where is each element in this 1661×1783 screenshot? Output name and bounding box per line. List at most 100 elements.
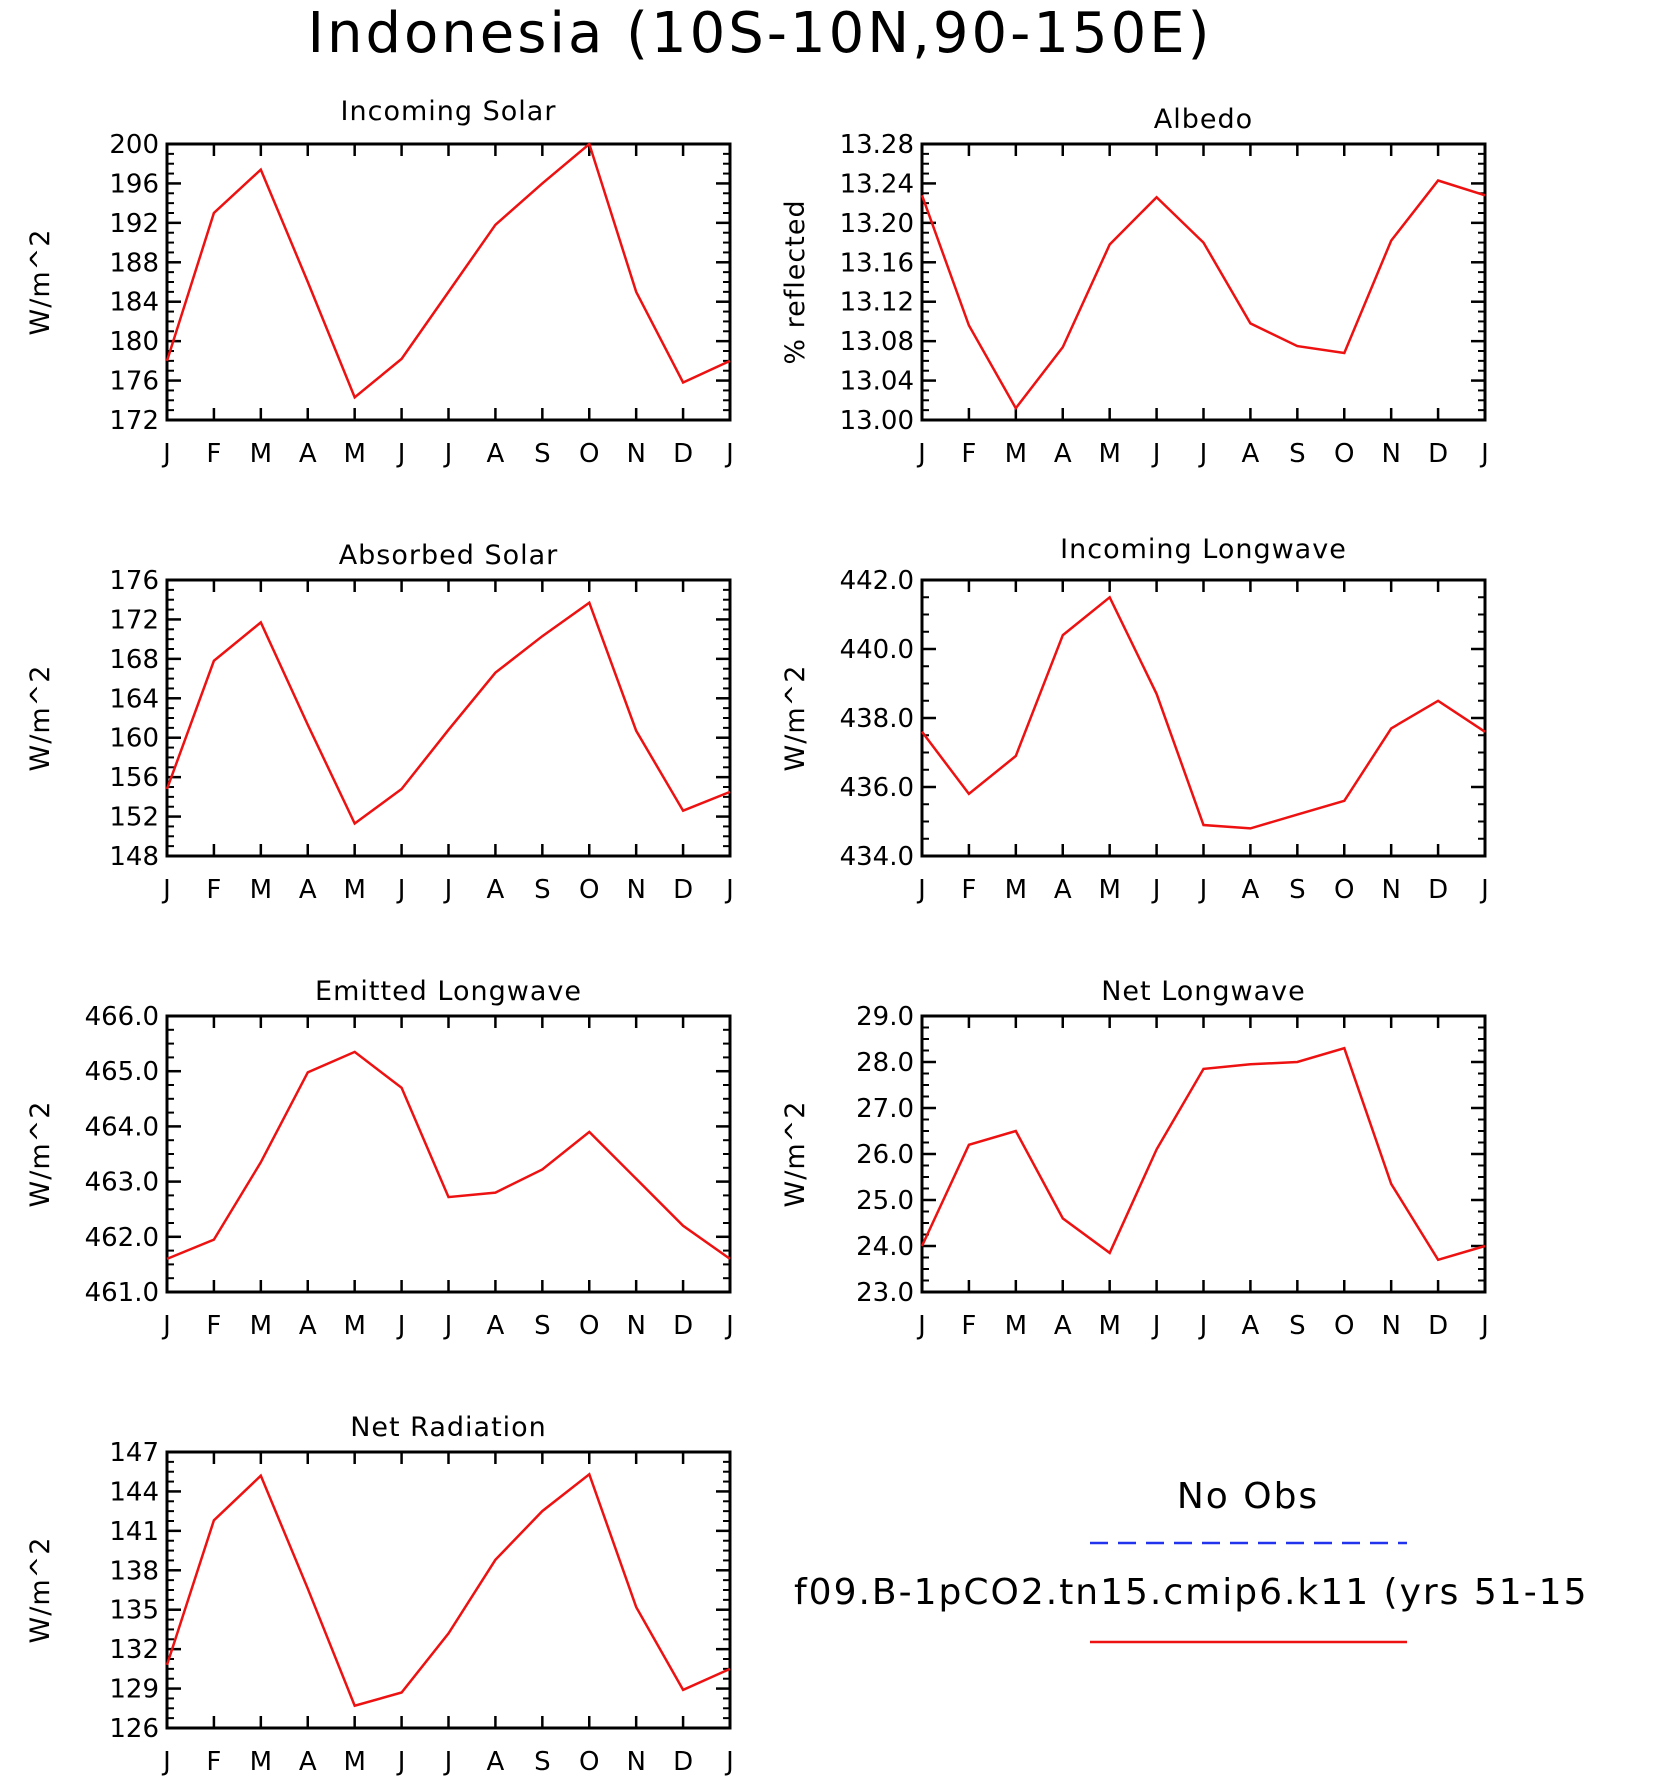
x-tick-label: A [299, 1747, 317, 1777]
panel-title: Net Longwave [1101, 976, 1306, 1007]
x-tick-label: J [1479, 875, 1489, 905]
x-tick-label: A [1054, 1311, 1072, 1341]
y-tick-label: 26.0 [856, 1140, 914, 1170]
x-tick-label: A [1242, 1311, 1260, 1341]
x-tick-label: M [250, 1311, 272, 1341]
x-tick-label: N [626, 439, 645, 469]
panel-title: Absorbed Solar [339, 540, 559, 571]
x-tick-label: S [534, 439, 551, 469]
x-tick-label: O [579, 439, 599, 469]
panel-title: Albedo [1154, 104, 1253, 135]
x-tick-label: N [626, 1747, 645, 1777]
legend-label-model: f09.B-1pCO2.tn15.cmip6.k11 (yrs 51-15 [794, 1572, 1589, 1613]
x-tick-label: J [1198, 1311, 1208, 1341]
x-tick-label: J [1198, 439, 1208, 469]
y-tick-label: 132 [109, 1635, 159, 1665]
x-tick-label: A [299, 875, 317, 905]
x-tick-label: J [161, 439, 171, 469]
x-tick-label: F [206, 439, 221, 469]
x-tick-label: A [299, 1311, 317, 1341]
x-tick-label: J [724, 439, 734, 469]
y-axis-label: W/m^2 [780, 1101, 811, 1208]
x-tick-label: M [343, 1747, 365, 1777]
x-tick-label: J [161, 1311, 171, 1341]
y-tick-label: 184 [109, 288, 159, 318]
series-line [165, 1472, 731, 1708]
series-line [921, 595, 1486, 830]
x-tick-label: O [1334, 439, 1354, 469]
y-tick-label: 466.0 [85, 1002, 159, 1032]
y-tick-label: 27.0 [856, 1094, 914, 1124]
y-tick-label: 28.0 [856, 1048, 914, 1078]
y-tick-label: 192 [109, 209, 159, 239]
y-tick-label: 180 [109, 327, 159, 357]
x-tick-label: F [961, 875, 976, 905]
x-tick-label: J [916, 1311, 926, 1341]
y-tick-label: 176 [109, 367, 159, 397]
y-tick-label: 176 [109, 566, 159, 596]
y-tick-label: 440.0 [840, 635, 914, 665]
y-tick-label: 141 [109, 1517, 159, 1547]
y-tick-label: 200 [109, 130, 159, 160]
x-tick-label: J [724, 875, 734, 905]
x-tick-label: J [396, 1747, 406, 1777]
y-tick-label: 29.0 [856, 1002, 914, 1032]
x-tick-label: F [206, 1311, 221, 1341]
y-tick-label: 434.0 [840, 842, 914, 872]
y-tick-label: 148 [109, 842, 159, 872]
series-line [920, 1046, 1486, 1262]
x-tick-label: J [724, 1311, 734, 1341]
plot-frame [165, 1014, 732, 1294]
x-tick-label: N [626, 1311, 645, 1341]
y-tick-label: 13.08 [840, 327, 914, 357]
x-tick-label: A [487, 1311, 505, 1341]
x-tick-label: S [1289, 439, 1306, 469]
panel-title: Net Radiation [350, 1412, 547, 1443]
y-tick-label: 156 [109, 763, 159, 793]
x-tick-label: A [487, 875, 505, 905]
x-tick-label: N [1381, 1311, 1400, 1341]
x-tick-label: M [250, 439, 272, 469]
x-tick-label: J [443, 1311, 453, 1341]
x-tick-label: J [443, 439, 453, 469]
x-tick-label: J [161, 1747, 171, 1777]
x-tick-label: S [534, 1747, 551, 1777]
y-tick-label: 436.0 [840, 773, 914, 803]
x-tick-label: O [579, 1747, 599, 1777]
x-tick-label: A [1054, 439, 1072, 469]
x-tick-label: J [1479, 439, 1489, 469]
x-tick-label: O [1334, 1311, 1354, 1341]
x-tick-label: D [673, 439, 693, 469]
x-tick-label: J [1198, 875, 1208, 905]
x-tick-label: J [1151, 439, 1161, 469]
x-tick-label: M [1098, 439, 1120, 469]
x-tick-label: N [1381, 875, 1400, 905]
x-tick-label: J [916, 439, 926, 469]
y-tick-label: 13.16 [840, 248, 914, 278]
x-tick-label: D [673, 1311, 693, 1341]
x-tick-label: O [579, 875, 599, 905]
y-axis-label: W/m^2 [25, 1101, 56, 1208]
x-tick-label: N [1381, 439, 1400, 469]
y-axis-label: W/m^2 [25, 1537, 56, 1644]
y-tick-label: 152 [109, 803, 159, 833]
plot-frame [920, 578, 1487, 858]
y-tick-label: 438.0 [840, 704, 914, 734]
y-tick-label: 13.12 [840, 288, 914, 318]
x-tick-label: J [1479, 1311, 1489, 1341]
x-tick-label: M [1098, 1311, 1120, 1341]
y-tick-label: 126 [109, 1714, 159, 1744]
x-tick-label: F [961, 439, 976, 469]
y-tick-label: 465.0 [85, 1057, 159, 1087]
y-axis-label: % reflected [780, 199, 811, 364]
x-tick-label: J [396, 1311, 406, 1341]
series-line [166, 1050, 731, 1261]
x-tick-label: D [1428, 875, 1448, 905]
legend: No Obs f09.B-1pCO2.tn15.cmip6.k11 (yrs 5… [794, 1476, 1589, 1644]
